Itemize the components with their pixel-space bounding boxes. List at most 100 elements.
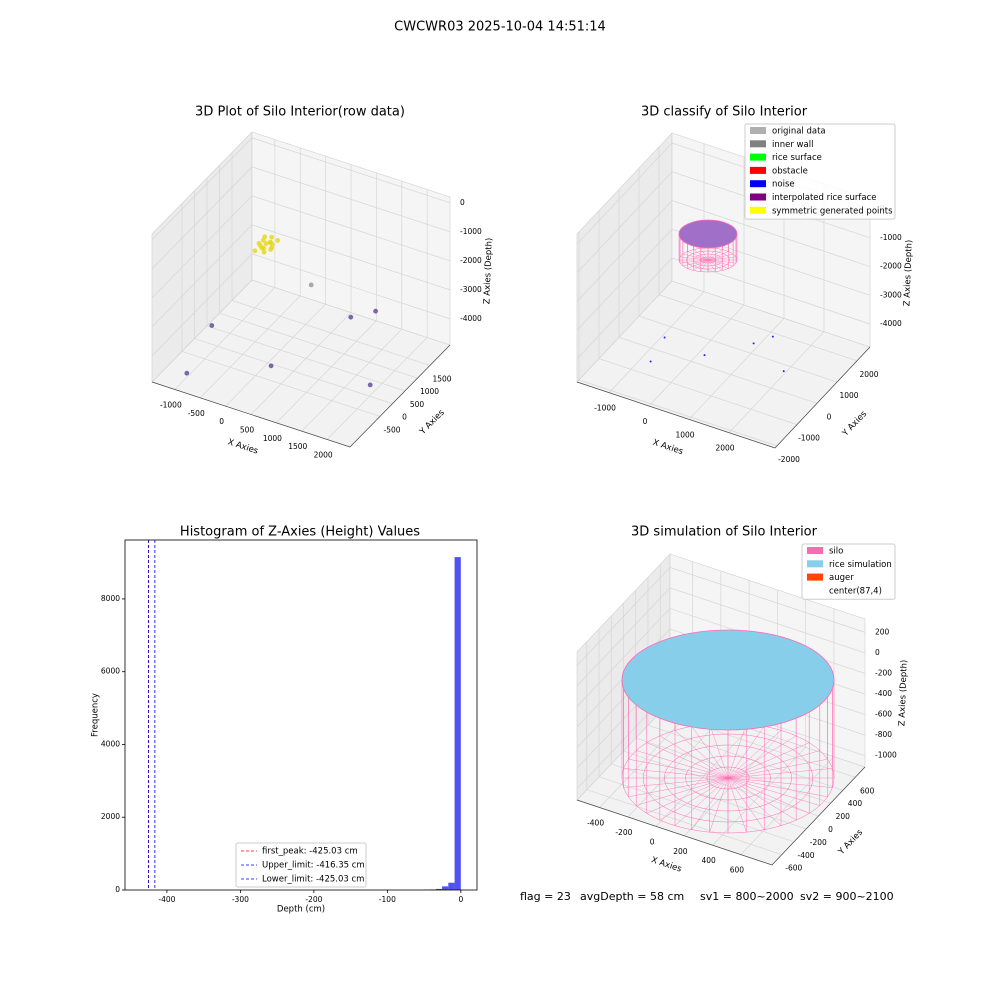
- z-tick-label: -400: [875, 689, 892, 698]
- y-tick-label: 1000: [839, 391, 858, 400]
- figure-title: CWCWR03 2025-10-04 14:51:14: [394, 20, 606, 35]
- legend-label: rice surface: [772, 153, 822, 163]
- z-axis-label: Z Axies (Depth): [482, 238, 494, 305]
- grid-line: [576, 200, 871, 302]
- x-tick-label: 1500: [288, 442, 307, 451]
- silo-floor-spoke: [727, 750, 820, 779]
- point: [752, 342, 755, 345]
- silo-floor-spoke: [691, 777, 729, 830]
- grid-line: [618, 189, 818, 404]
- silo-floor-spoke: [707, 251, 729, 261]
- y-tick-label: 0: [828, 825, 833, 834]
- grid-line: [598, 210, 798, 425]
- silo-floor-spoke: [727, 726, 765, 779]
- y-tick-label: 6000: [101, 667, 120, 676]
- footer-flag: flag = 23: [520, 890, 571, 903]
- grid-line: [598, 628, 795, 843]
- grid-line: [610, 615, 807, 830]
- y-tick-label: -1000: [798, 434, 820, 443]
- legend-swatch: [750, 166, 766, 174]
- grid-line: [250, 164, 352, 415]
- y-tick-label: 1500: [432, 374, 451, 383]
- silo-floor-spoke: [623, 777, 729, 788]
- grid-line: [576, 566, 866, 666]
- silo-floor-spoke: [707, 259, 716, 272]
- grid-line: [688, 170, 785, 420]
- silo-floor-spoke: [707, 256, 737, 261]
- grid-line: [151, 195, 451, 299]
- y-axis-label: Frequency: [91, 693, 101, 737]
- grid-line: [151, 224, 451, 328]
- silo-floor-spoke: [682, 259, 709, 267]
- silo-floor-spoke: [709, 723, 729, 779]
- y-tick-label: 0: [115, 885, 120, 894]
- silo-floor-spoke: [623, 768, 729, 779]
- x-tick-label: 2000: [314, 451, 333, 460]
- grid-line: [658, 146, 858, 362]
- y-tick-label: -200: [810, 838, 827, 847]
- grid-line: [181, 203, 381, 417]
- silo-floor-spoke: [727, 777, 765, 830]
- point: [373, 308, 378, 314]
- y-tick-label: -500: [383, 425, 400, 434]
- z-tick-label: -1000: [880, 233, 902, 242]
- x-tick-label: 200: [673, 847, 688, 856]
- x-tick-label: -100: [379, 895, 396, 904]
- x-tick-label: -300: [232, 895, 249, 904]
- legend-label: original data: [772, 127, 826, 137]
- y-tick-label: 400: [848, 799, 863, 808]
- silo-floor-spoke: [687, 259, 709, 269]
- grid-line: [638, 168, 838, 383]
- silo-floor-spoke: [727, 730, 782, 779]
- point: [261, 249, 267, 255]
- silo-floor-spoke: [727, 777, 820, 806]
- silo-wireframe: [678, 219, 738, 273]
- silo-floor-spoke: [727, 777, 747, 833]
- x-tick-label: 0: [458, 895, 463, 904]
- legend-swatch: [750, 140, 766, 148]
- grid-line: [151, 166, 451, 270]
- footer-sv1: sv1 = 800~2000: [700, 890, 794, 903]
- point: [252, 248, 258, 254]
- chart-title: 3D classify of Silo Interior: [641, 105, 808, 120]
- legend-label: interpolated rice surface: [772, 193, 877, 203]
- legend-label: inner wall: [772, 140, 813, 150]
- y-tick-label: 0: [402, 413, 407, 422]
- point: [259, 245, 265, 251]
- z-tick-label: -4000: [460, 314, 482, 323]
- grid-line: [219, 165, 418, 379]
- silo-top: [678, 219, 738, 249]
- x-tick-label: 2000: [715, 444, 734, 453]
- x-tick-label: 400: [701, 856, 716, 865]
- x-tick-label: -1000: [594, 404, 616, 413]
- legend-label: Lower_limit: -425.03 cm: [262, 875, 364, 885]
- silo-floor-spoke: [727, 777, 782, 826]
- silo-floor-spoke: [707, 253, 734, 261]
- y-tick-label: 2000: [859, 370, 878, 379]
- legend-label: noise: [772, 180, 795, 190]
- z-tick-label: -800: [875, 730, 892, 739]
- silo-floor-spoke: [727, 777, 833, 788]
- x-tick-label: -1000: [160, 401, 182, 410]
- silo-floor-spoke: [707, 259, 737, 264]
- y-tick-label: 200: [836, 812, 851, 821]
- silo-floor-spoke: [700, 259, 709, 272]
- legend-swatch: [750, 180, 766, 188]
- point: [649, 360, 652, 363]
- legend-swatch: [750, 206, 766, 214]
- z-tick-label: -2000: [460, 256, 482, 265]
- silo-floor-spoke: [679, 259, 709, 264]
- grid-line: [586, 641, 782, 856]
- z-tick-label: -200: [875, 668, 892, 677]
- legend-label: first_peak: -425.03 cm: [262, 847, 358, 857]
- silo-floor-spoke: [636, 750, 729, 779]
- hist-bar: [435, 888, 443, 890]
- x-tick-label: -400: [587, 819, 604, 828]
- legend-box: [235, 842, 367, 888]
- x-tick-label: 600: [730, 866, 745, 875]
- z-tick-label: 0: [875, 648, 880, 657]
- grid-line: [174, 139, 276, 390]
- point: [268, 363, 274, 369]
- x-tick-label: -500: [188, 409, 205, 418]
- silo-floor-spoke: [707, 248, 716, 261]
